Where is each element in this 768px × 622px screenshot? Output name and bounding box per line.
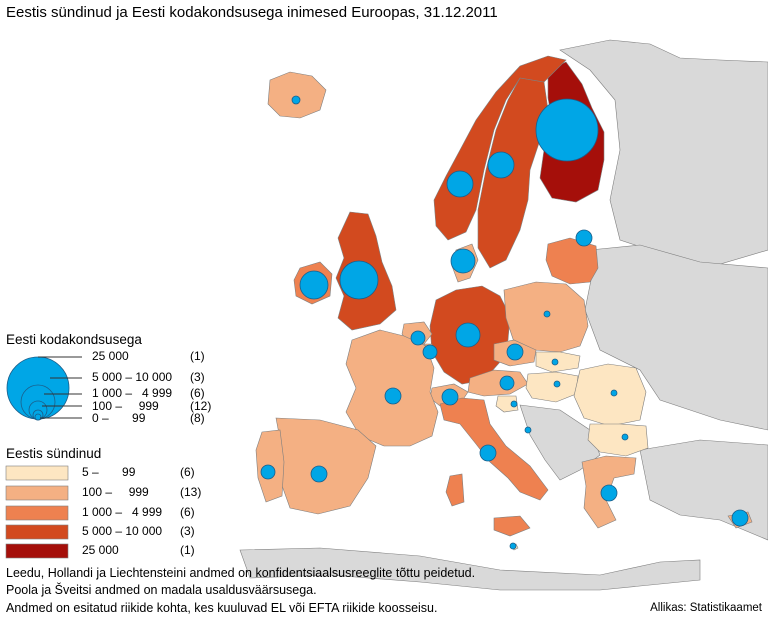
country-romania[interactable] xyxy=(573,363,647,427)
legend-swatch-1 xyxy=(5,485,69,501)
note-coverage: Andmed on esitatud riikide kohta, kes ku… xyxy=(6,601,438,615)
bubble-portugal[interactable] xyxy=(260,464,276,480)
bubble-slovakia[interactable] xyxy=(551,358,559,366)
country-latvia[interactable] xyxy=(545,237,599,285)
bubble-norway[interactable] xyxy=(446,170,474,198)
bubble-romania[interactable] xyxy=(610,389,618,397)
legend-citizenship-count-5: (8) xyxy=(190,411,205,425)
legend-born-count-3: (6) xyxy=(180,505,195,519)
bubble-sweden[interactable] xyxy=(487,151,515,179)
legend-citizenship-symbols xyxy=(6,356,82,421)
legend-born-range-3: 1 000 – 4 999 xyxy=(82,505,163,519)
turkey-land xyxy=(639,439,768,541)
legend-citizenship-range-3: 1 000 – 4 999 xyxy=(92,386,173,400)
legend-citizenship-count-1: (1) xyxy=(190,349,205,363)
legend-swatch-2 xyxy=(5,505,69,521)
bubble-italy[interactable] xyxy=(479,444,497,462)
non-member-land xyxy=(239,39,768,591)
legend-born-range-2: 100 – 999 xyxy=(82,485,149,499)
note-reliability: Poola ja Šveitsi andmed on madala usaldu… xyxy=(6,583,317,597)
bubble-finland[interactable] xyxy=(535,98,599,162)
legend-citizenship-count-3: (6) xyxy=(190,386,205,400)
bubble-slovenia[interactable] xyxy=(510,400,518,408)
bubble-czech-republic[interactable] xyxy=(506,343,524,361)
legend-citizenship-count-2: (3) xyxy=(190,370,205,384)
country-hungary[interactable] xyxy=(525,371,579,403)
bubble-greece[interactable] xyxy=(600,484,618,502)
legend-born-swatches xyxy=(5,465,69,559)
country-italy-sicily[interactable] xyxy=(493,515,531,537)
bubble-cyprus[interactable] xyxy=(731,509,749,527)
country-austria[interactable] xyxy=(467,369,529,397)
legend-born-count-5: (1) xyxy=(180,543,195,557)
bubble-switzerland[interactable] xyxy=(441,388,459,406)
bubble-germany[interactable] xyxy=(455,322,481,348)
legend-swatch-4 xyxy=(5,543,69,559)
legend-born-count-2: (13) xyxy=(180,485,202,499)
legend-born-range-4: 5 000 – 10 000 xyxy=(82,524,163,538)
legend-circle-0 xyxy=(34,413,42,421)
bubble-bulgaria[interactable] xyxy=(621,433,629,441)
map-title: Eestis sündinud ja Eesti kodakondsusega … xyxy=(6,4,498,21)
legend-citizenship-count-4: (12) xyxy=(190,399,212,413)
bubble-latvia[interactable] xyxy=(575,229,593,247)
legend-born-title: Eestis sündinud xyxy=(6,446,102,461)
bubble-ireland[interactable] xyxy=(299,270,329,300)
legend-born-count-4: (3) xyxy=(180,524,195,538)
bubble-spain[interactable] xyxy=(310,465,328,483)
bubble-malta[interactable] xyxy=(509,542,517,550)
balkans-land xyxy=(519,404,601,481)
bubble-croatia-coast xyxy=(524,426,532,434)
legend-swatch-0 xyxy=(5,465,69,481)
legend-born-range-5: 25 000 xyxy=(82,543,119,557)
north-africa-land xyxy=(239,547,701,591)
bubble-hungary[interactable] xyxy=(553,380,561,388)
legend-citizenship-range-1: 25 000 xyxy=(92,349,129,363)
note-confidential: Leedu, Hollandi ja Liechtensteini andmed… xyxy=(6,566,476,580)
legend-citizenship-range-5: 0 – 99 xyxy=(92,411,146,425)
belarus-ukraine-land xyxy=(584,244,768,431)
source-credit: Allikas: Statistikaamet xyxy=(650,602,762,614)
country-iceland[interactable] xyxy=(267,71,327,119)
citizenship-bubbles xyxy=(260,95,749,550)
country-slovenia[interactable] xyxy=(495,395,519,413)
bubble-belgium[interactable] xyxy=(410,330,426,346)
legend-citizenship-range-2: 5 000 – 10 000 xyxy=(92,370,173,384)
bubble-iceland[interactable] xyxy=(291,95,301,105)
legend-swatch-3 xyxy=(5,524,69,540)
bubble-luxembourg[interactable] xyxy=(422,344,438,360)
bubble-poland[interactable] xyxy=(543,310,551,318)
country-spain[interactable] xyxy=(275,417,377,515)
country-bulgaria[interactable] xyxy=(587,423,649,457)
country-italy-sardinia[interactable] xyxy=(445,473,465,507)
bubble-austria[interactable] xyxy=(499,375,515,391)
legend-citizenship-range-4: 100 – 999 xyxy=(92,399,159,413)
legend-born-range-1: 5 – 99 xyxy=(82,465,136,479)
legend-born-count-1: (6) xyxy=(180,465,195,479)
bubble-france[interactable] xyxy=(384,387,402,405)
bubble-denmark[interactable] xyxy=(450,248,476,274)
legend-citizenship-title: Eesti kodakondsusega xyxy=(6,332,142,347)
bubble-united-kingdom[interactable] xyxy=(339,260,379,300)
